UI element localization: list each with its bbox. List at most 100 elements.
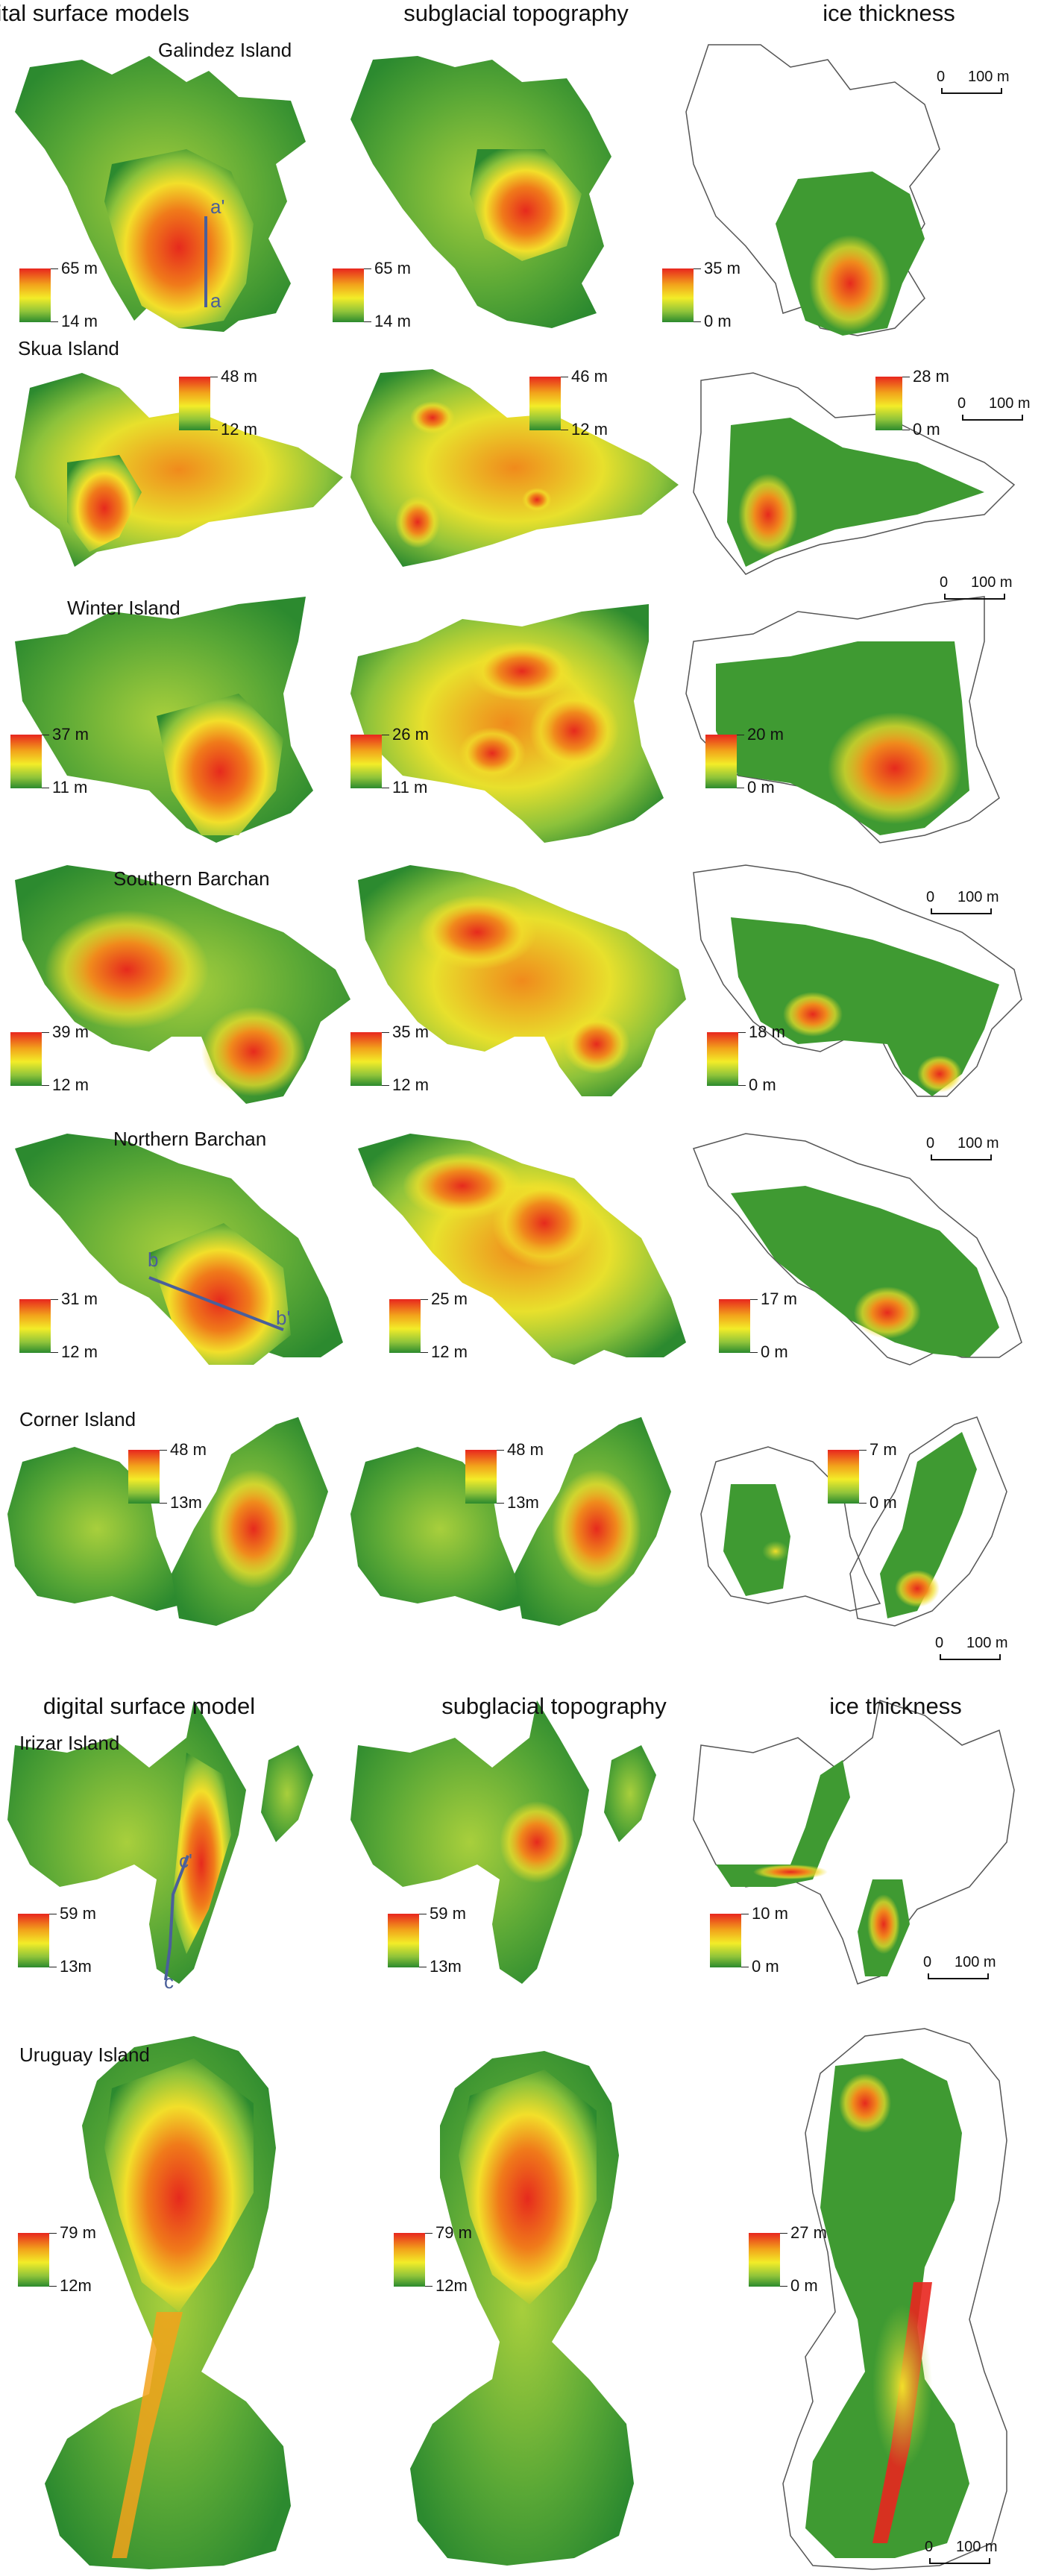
scalebar-zero: 0 — [957, 395, 966, 412]
legend-max: 10 m — [752, 1904, 788, 1923]
legend-ramp — [394, 2233, 425, 2287]
legend-ramp — [128, 1450, 160, 1504]
legend-min: 12 m — [52, 1075, 89, 1094]
legend-corner-dsm: 48 m 13m — [128, 1442, 210, 1512]
legend-corner-subglacial: 48 m 13m — [465, 1442, 547, 1512]
island-name-galindez: Galindez Island — [158, 39, 292, 61]
scalebar-length: 100 m — [957, 889, 999, 905]
galindez-ice-thickness-map — [685, 44, 940, 336]
legend-winter-subglacial: 26 m 11 m — [350, 726, 433, 797]
legend-ramp — [662, 268, 694, 322]
legend-ramp — [710, 1914, 741, 1967]
profile-label-c-prime: c' — [179, 1850, 192, 1872]
legend-winter-ice: 20 m 0 m — [705, 726, 787, 797]
legend-min: 13m — [507, 1493, 539, 1512]
legend-galindez-subglacial: 65 m 14 m — [333, 260, 415, 330]
legend-ramp — [333, 268, 364, 322]
legend-max: 27 m — [790, 2223, 827, 2242]
uruguay-ice-thickness-map — [782, 2028, 1007, 2570]
scalebar-line — [940, 1654, 1001, 1660]
legend-northern-barchan-dsm: 31 m 12 m — [19, 1291, 101, 1361]
legend-max: 28 m — [913, 367, 949, 386]
scalebar-line — [941, 88, 1002, 94]
legend-uruguay-subglacial: 79 m 12m — [394, 2225, 476, 2294]
legend-southern-barchan-ice: 18 m 0 m — [707, 1024, 789, 1093]
legend-ramp — [388, 1914, 419, 1967]
legend-southern-barchan-subglacial: 35 m 12 m — [350, 1024, 433, 1094]
scalebar-length: 100 m — [968, 69, 1010, 85]
legend-min: 0 m — [870, 1493, 897, 1512]
legend-min: 12 m — [392, 1075, 429, 1094]
scalebar-irizar: 0 100 m — [923, 1954, 1002, 1984]
legend-min: 11 m — [392, 778, 428, 797]
scalebar-galindez: 0 100 m — [937, 69, 1016, 98]
scalebar-zero: 0 — [926, 1135, 935, 1152]
scalebar-zero: 0 — [926, 889, 935, 905]
uruguay-dsm-map — [45, 2036, 291, 2569]
legend-min: 13m — [60, 1957, 92, 1976]
legend-min: 13m — [170, 1493, 202, 1512]
corner-subglacial-map — [350, 1417, 671, 1626]
legend-max: 18 m — [749, 1022, 785, 1041]
scalebar-line — [944, 594, 1005, 600]
southern-barchan-ice-thickness-map — [693, 864, 1022, 1097]
island-name-corner: Corner Island — [19, 1408, 136, 1430]
legend-min: 13m — [430, 1957, 462, 1976]
island-name-southern-barchan: Southern Barchan — [113, 867, 270, 890]
legend-max: 48 m — [507, 1440, 544, 1459]
legend-ramp — [350, 735, 382, 788]
scalebar-skua: 0 100 m — [957, 395, 1037, 425]
scalebar-line — [929, 2558, 990, 2564]
profile-label-b: b — [148, 1248, 159, 1271]
legend-southern-barchan-dsm: 39 m 12 m — [10, 1024, 92, 1094]
legend-min: 14 m — [374, 312, 411, 330]
galindez-dsm-map — [15, 56, 306, 332]
legend-uruguay-dsm: 79 m 12m — [18, 2225, 100, 2294]
legend-winter-dsm: 37 m 11 m — [10, 726, 92, 797]
legend-min: 12 m — [61, 1342, 98, 1361]
irizar-dsm-map — [7, 1700, 313, 1984]
legend-min: 14 m — [61, 312, 98, 330]
legend-min: 0 m — [761, 1342, 788, 1361]
legend-max: 48 m — [221, 367, 257, 386]
legend-min: 0 m — [752, 1957, 779, 1976]
legend-max: 79 m — [435, 2223, 472, 2242]
legend-min: 11 m — [52, 778, 88, 797]
legend-ramp — [18, 1914, 49, 1967]
island-name-uruguay: Uruguay Island — [19, 2043, 150, 2066]
header-ice-thickness: ice thickness — [823, 0, 955, 26]
legend-max: 59 m — [430, 1904, 466, 1923]
legend-ramp — [179, 377, 210, 430]
legend-min: 0 m — [747, 778, 775, 797]
legend-ramp — [10, 1032, 42, 1086]
scalebar-length: 100 m — [956, 2539, 998, 2555]
legend-max: 31 m — [61, 1289, 98, 1308]
header-dsm: digital surface models — [0, 0, 189, 26]
legend-ramp — [18, 2233, 49, 2287]
winter-subglacial-map — [350, 604, 664, 843]
legend-ramp — [875, 377, 902, 430]
legend-max: 59 m — [60, 1904, 96, 1923]
profile-label-a: a — [210, 289, 221, 312]
legend-ramp — [719, 1299, 750, 1353]
legend-skua-dsm: 48 m 12 m — [179, 368, 261, 438]
legend-ramp — [19, 268, 51, 322]
island-name-northern-barchan: Northern Barchan — [113, 1128, 267, 1150]
uruguay-subglacial-map — [410, 2051, 634, 2566]
scalebar-length: 100 m — [957, 1135, 999, 1152]
legend-ramp — [529, 377, 561, 430]
scalebar-line — [931, 908, 992, 914]
legend-ramp — [749, 2233, 780, 2287]
legend-max: 7 m — [870, 1440, 897, 1459]
skua-ice-thickness-map — [693, 372, 1016, 575]
scalebar-zero: 0 — [937, 69, 946, 85]
legend-ramp — [705, 735, 737, 788]
legend-max: 17 m — [761, 1289, 797, 1308]
scalebar-northern-barchan: 0 100 m — [926, 1135, 1005, 1165]
skua-subglacial-map — [350, 369, 679, 567]
scalebar-length: 100 m — [966, 1635, 1008, 1651]
legend-max: 35 m — [704, 259, 740, 277]
header-dsm-bottom: digital surface model — [43, 1693, 256, 1719]
irizar-subglacial-map — [350, 1700, 656, 1984]
